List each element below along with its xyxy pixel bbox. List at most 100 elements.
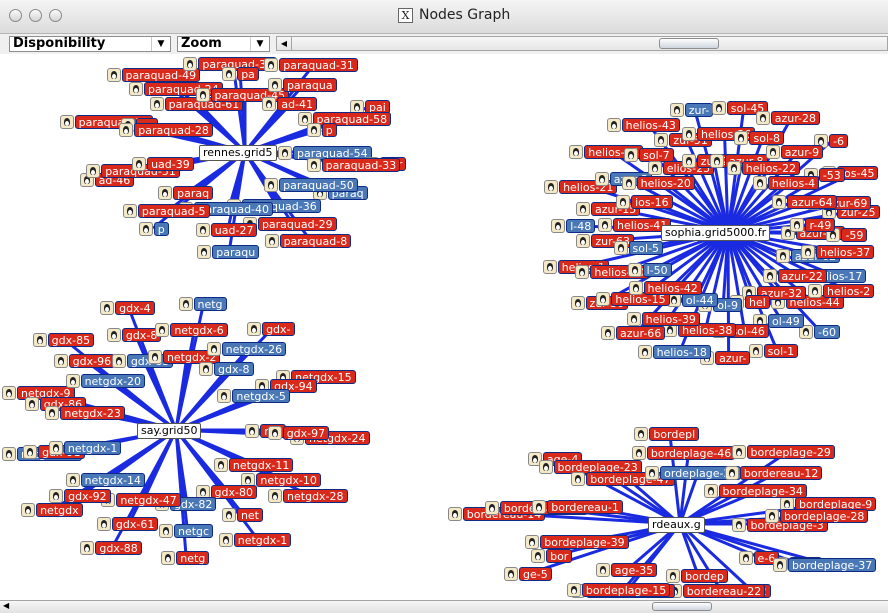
graph-node[interactable]: net [221,508,263,523]
cluster-hub-label[interactable]: sophia.grid5000.fr [661,225,771,241]
graph-node[interactable]: bordeplage-28 [765,509,869,524]
graph-node[interactable]: paraq [158,186,214,201]
graph-node[interactable]: ordeplage-25 [645,466,742,481]
graph-node[interactable]: helios-22 [726,161,800,176]
graph-node[interactable]: paraquad-28 [119,123,213,138]
graph-node[interactable]: paraquad-33 [306,157,401,172]
minimize-window-button[interactable] [29,9,42,22]
graph-node[interactable]: gdx-85 [32,333,95,348]
graph-node[interactable]: netg [178,297,227,312]
graph-node[interactable]: uad-39 [132,156,194,171]
graph-node[interactable]: helios-18 [637,344,711,359]
scroll-thumb[interactable] [652,602,712,611]
graph-node[interactable]: gdx-80 [195,484,257,499]
close-window-button[interactable] [9,9,22,22]
graph-node[interactable]: bordep [666,568,728,583]
scroll-thumb[interactable] [659,38,719,49]
graph-node[interactable]: bordepl [634,427,700,442]
graph-node[interactable]: paraqua [267,78,337,93]
graph-node[interactable]: gdx-4 [100,301,155,316]
graph-node[interactable]: bordeplage-34 [703,483,807,498]
graph-node[interactable]: bordeplage-15 [566,582,671,597]
graph-node[interactable]: netgdx-1 [218,532,292,547]
scroll-left-arrow-icon[interactable]: ◀ [277,37,292,50]
graph-node[interactable]: age-35 [595,562,658,577]
disponibility-select[interactable]: Disponibility ▼ [9,36,171,52]
graph-node[interactable]: helios-4 [752,175,820,190]
graph-node[interactable]: -59 [826,227,868,242]
graph-node[interactable]: paraqu [197,244,260,259]
graph-node[interactable]: netgc [158,524,214,539]
graph-node[interactable]: bor [531,549,573,564]
graph-node[interactable]: bordereau-22 [667,583,766,598]
graph-node[interactable]: ge-5 [504,566,552,581]
zoom-select[interactable]: Zoom ▼ [177,36,270,52]
graph-node[interactable]: p [306,123,337,138]
graph-node[interactable]: azur-22 [762,269,827,284]
graph-node[interactable]: azur-66 [601,325,666,340]
graph-node[interactable]: ol-49 [753,314,804,329]
graph-node[interactable]: netgdx-2 [147,349,221,364]
graph-node[interactable]: netgdx-23 [45,405,125,420]
graph-node[interactable]: p [138,221,169,236]
graph-node[interactable]: sol-8 [734,130,784,145]
cluster-hub-label[interactable]: rennes.grid5 [199,145,277,161]
graph-node[interactable]: bordeplage-29 [731,445,835,460]
graph-node[interactable]: netgdx [21,503,83,518]
graph-node[interactable]: netgdx-47 [101,492,181,507]
graph-node[interactable]: e-6 [738,551,780,566]
graph-node[interactable]: -6 [814,134,849,149]
graph-node[interactable]: sol-1 [748,344,799,359]
chevron-down-icon[interactable]: ▼ [250,37,269,51]
graph-node[interactable]: ad-41 [262,97,318,112]
horizontal-scrollbar-top[interactable]: ◀ [276,36,888,51]
graph-node[interactable]: netgdx-14 [65,472,146,487]
graph-node[interactable]: azur-9 [765,144,824,159]
graph-node[interactable]: netgdx-5 [217,388,290,403]
graph-node[interactable]: -60 [798,325,840,340]
graph-node[interactable]: sol-5 [613,241,664,256]
graph-node[interactable]: gdx-96 [53,354,116,369]
cluster-hub-label[interactable]: say.grid50 [137,423,202,439]
horizontal-scrollbar-bottom[interactable]: ◀ [0,600,888,613]
graph-node[interactable]: azur-28 [755,111,821,126]
graph-node[interactable]: gdx- [247,322,295,337]
graph-node[interactable]: azur-64 [772,195,837,210]
graph-node[interactable]: netgdx-10 [241,473,321,488]
graph-node[interactable]: helios-42 [628,280,702,295]
graph-node[interactable]: gdx-8 [199,362,254,377]
graph-node[interactable]: paraquad-31 [264,58,358,73]
zoom-window-button[interactable] [49,9,62,22]
graph-node[interactable]: pa [222,66,259,81]
graph-node[interactable]: netgdx-20 [65,374,146,389]
graph-node[interactable]: gdx-8 [106,327,162,342]
scroll-left-arrow-icon[interactable]: ◀ [3,601,10,610]
graph-node[interactable]: netgdx-28 [268,489,348,504]
graph-node[interactable]: paraquad-49 [106,67,201,82]
graph-node[interactable]: elios-25 [647,161,715,176]
graph-node[interactable]: gdx-92 [49,488,111,503]
graph-node[interactable]: ios-16 [616,195,673,210]
graph-node[interactable]: pai [350,99,390,114]
graph-node[interactable]: ol-44 [666,292,718,307]
graph-node[interactable]: helios-20 [621,175,695,190]
graph-node[interactable]: paraquad-50 [264,177,358,192]
graph-node[interactable]: helios-41 [598,217,672,232]
graph-node[interactable]: helios-2 [808,283,875,298]
graph-node[interactable]: gdx-61 [96,517,159,532]
graph-node[interactable]: l-50 [627,262,672,277]
graph-node[interactable]: bordereau-1 [532,499,623,514]
graph-node[interactable]: helios-39 [626,311,700,326]
graph-node[interactable]: netgdx-6 [155,323,228,338]
graph-node[interactable]: bordeplage-37 [773,558,877,573]
graph-node[interactable]: paraquad-58 [297,112,392,127]
graph-node[interactable]: paraquad-8 [264,234,352,249]
graph-node[interactable]: netg [161,551,210,566]
graph-node[interactable]: bordeplage-46 [631,446,736,461]
graph-node[interactable]: zur- [669,103,714,118]
graph-canvas[interactable]: paraquad-54 paraq paraquad-8 paraquad-50 par… [0,54,888,600]
graph-node[interactable]: bordeplage-23 [538,460,642,475]
graph-node[interactable]: bordereau-12 [724,465,823,480]
graph-node[interactable]: gdx-97 [267,426,330,441]
chevron-down-icon[interactable]: ▼ [151,37,170,51]
